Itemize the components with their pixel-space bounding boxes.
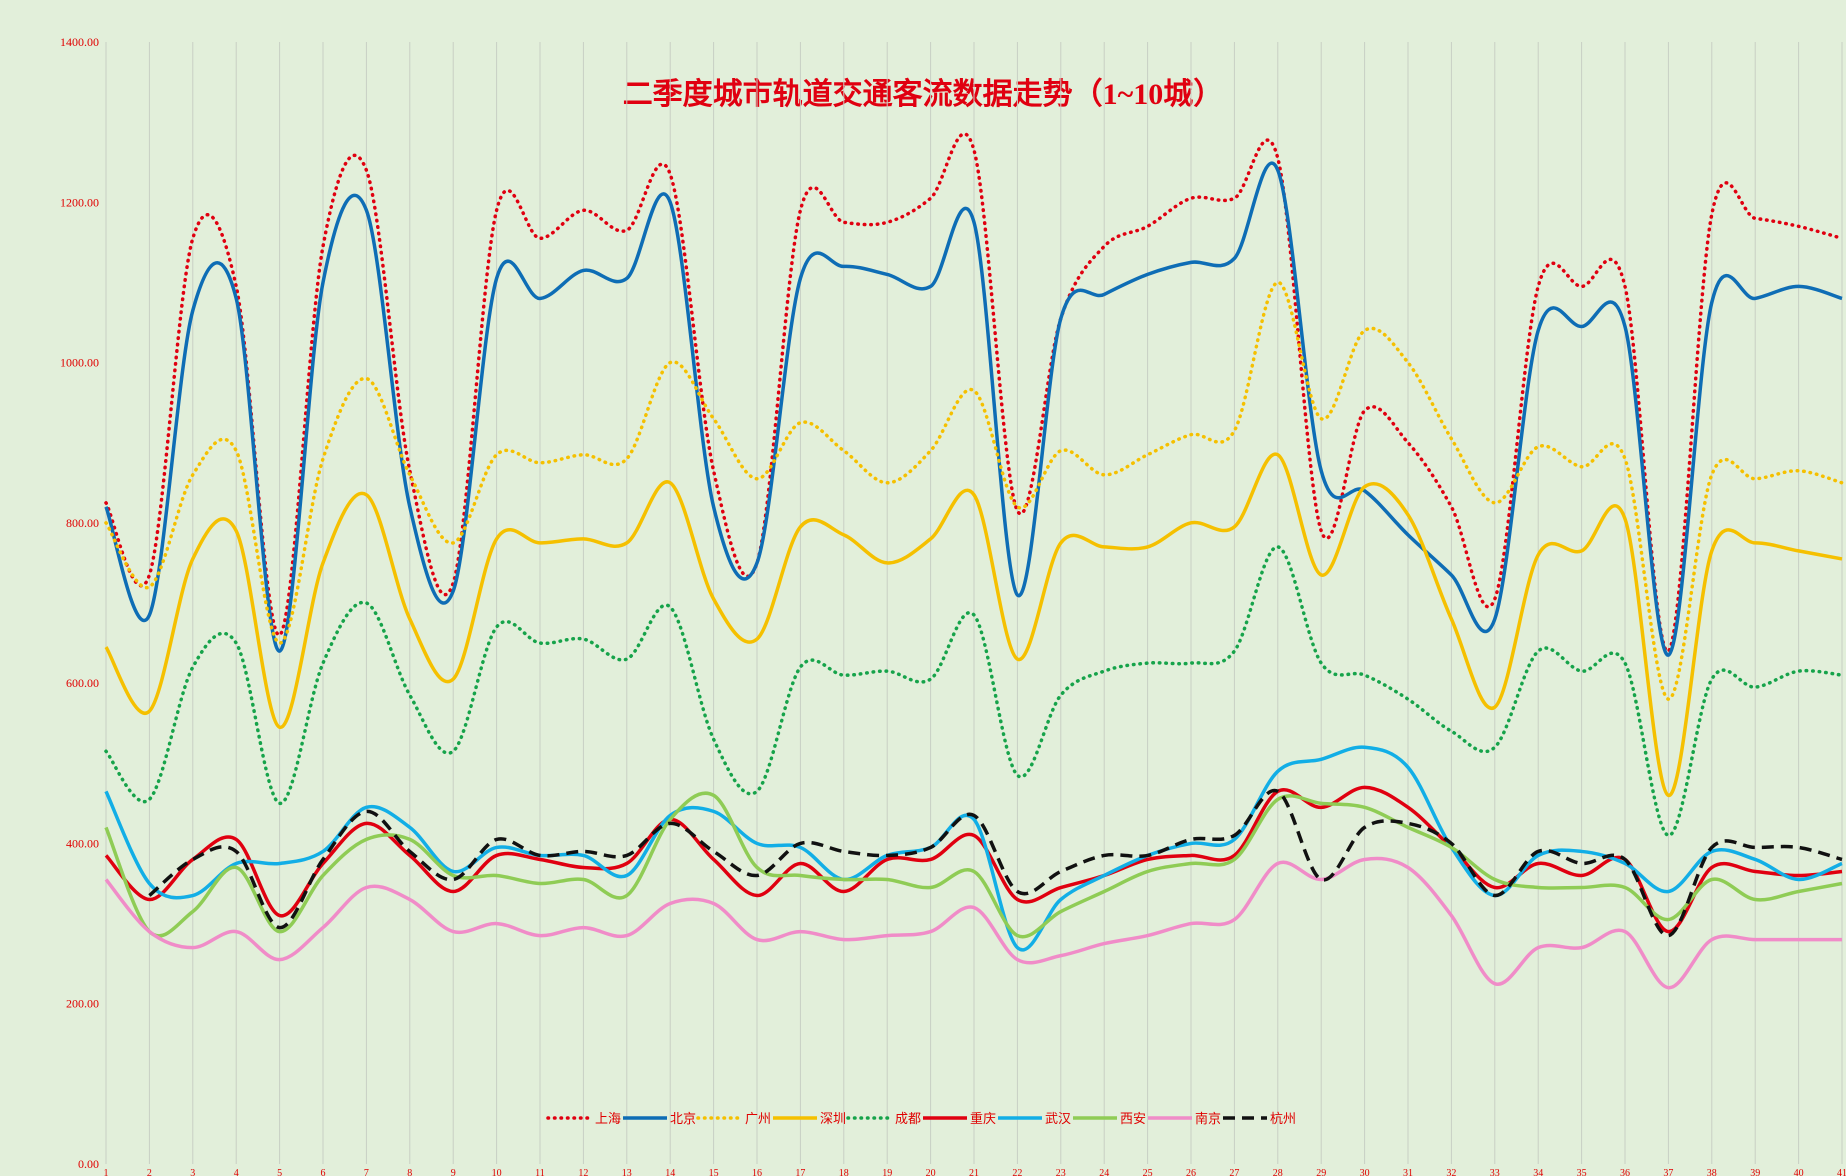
x-tick-label: 32 [1446, 1168, 1456, 1176]
x-tick-label: 29 [1316, 1168, 1326, 1176]
x-tick-label: 36 [1620, 1168, 1630, 1176]
x-tick-label: 3 [190, 1168, 195, 1176]
legend-label: 杭州 [1270, 1111, 1296, 1126]
series-line [104, 785, 1843, 934]
y-tick-label: 200.00 [66, 997, 99, 1011]
x-tick-label: 19 [882, 1168, 892, 1176]
x-tick-label: 17 [795, 1168, 805, 1176]
y-tick-label: 1000.00 [60, 356, 99, 370]
x-tick-label: 8 [407, 1168, 412, 1176]
x-tick-label: 4 [234, 1168, 239, 1176]
y-tick-label: 1200.00 [60, 195, 99, 209]
x-tick-label: 40 [1794, 1168, 1804, 1176]
x-tick-label: 37 [1663, 1168, 1673, 1176]
legend-label: 武汉 [1045, 1111, 1071, 1126]
series-line [104, 545, 1844, 838]
legend-label: 重庆 [970, 1111, 996, 1126]
x-tick-label: 14 [665, 1168, 675, 1176]
x-tick-label: 28 [1273, 1168, 1283, 1176]
legend-label: 深圳 [820, 1111, 846, 1126]
x-tick-label: 16 [752, 1168, 762, 1176]
x-tick-label: 12 [578, 1168, 588, 1176]
x-tick-label: 27 [1229, 1168, 1239, 1176]
legend-label: 南京 [1195, 1111, 1221, 1126]
x-tick-label: 38 [1707, 1168, 1717, 1176]
x-tick-label: 9 [451, 1168, 456, 1176]
x-tick-label: 21 [969, 1168, 979, 1176]
series-line [148, 788, 1843, 938]
x-tick-label: 31 [1403, 1168, 1413, 1176]
series-line [104, 745, 1843, 952]
chart-title: 二季度城市轨道交通客流数据走势（1~10城） [623, 77, 1224, 111]
x-tick-label: 39 [1750, 1168, 1760, 1176]
x-tick-label: 6 [321, 1168, 326, 1176]
x-tick-label: 18 [839, 1168, 849, 1176]
x-tick-label: 33 [1490, 1168, 1500, 1176]
x-tick-label: 22 [1012, 1168, 1022, 1176]
x-tick-label: 26 [1186, 1168, 1196, 1176]
y-tick-label: 600.00 [66, 676, 99, 690]
legend-label: 西安 [1120, 1111, 1146, 1126]
x-tick-label: 30 [1360, 1168, 1370, 1176]
x-tick-label: 23 [1056, 1168, 1066, 1176]
y-tick-label: 400.00 [66, 836, 99, 850]
series-line [104, 161, 1843, 657]
x-tick-label: 13 [622, 1168, 632, 1176]
legend-label: 上海 [595, 1111, 621, 1126]
series-line [104, 791, 1843, 939]
x-tick-label: 1 [104, 1168, 109, 1176]
x-tick-label: 7 [364, 1168, 369, 1176]
x-tick-label: 41 [1837, 1168, 1846, 1176]
x-tick-label: 25 [1143, 1168, 1153, 1176]
series-line [104, 452, 1843, 798]
x-tick-label: 10 [492, 1168, 502, 1176]
y-tick-label: 0.00 [78, 1157, 99, 1171]
legend-label: 广州 [745, 1111, 771, 1126]
legend-label: 成都 [895, 1111, 921, 1126]
x-tick-label: 35 [1577, 1168, 1587, 1176]
series-line [104, 132, 1844, 653]
x-tick-label: 34 [1533, 1168, 1543, 1176]
series-line [104, 856, 1842, 990]
x-tick-label: 2 [147, 1168, 152, 1176]
x-tick-label: 20 [926, 1168, 936, 1176]
legend-label: 北京 [670, 1111, 696, 1126]
x-tick-label: 24 [1099, 1168, 1109, 1176]
series-line [104, 280, 1844, 701]
x-tick-label: 11 [535, 1168, 545, 1176]
y-tick-label: 800.00 [66, 516, 99, 530]
x-tick-label: 5 [277, 1168, 282, 1176]
x-tick-label: 15 [709, 1168, 719, 1176]
y-tick-label: 1400.00 [60, 35, 99, 49]
